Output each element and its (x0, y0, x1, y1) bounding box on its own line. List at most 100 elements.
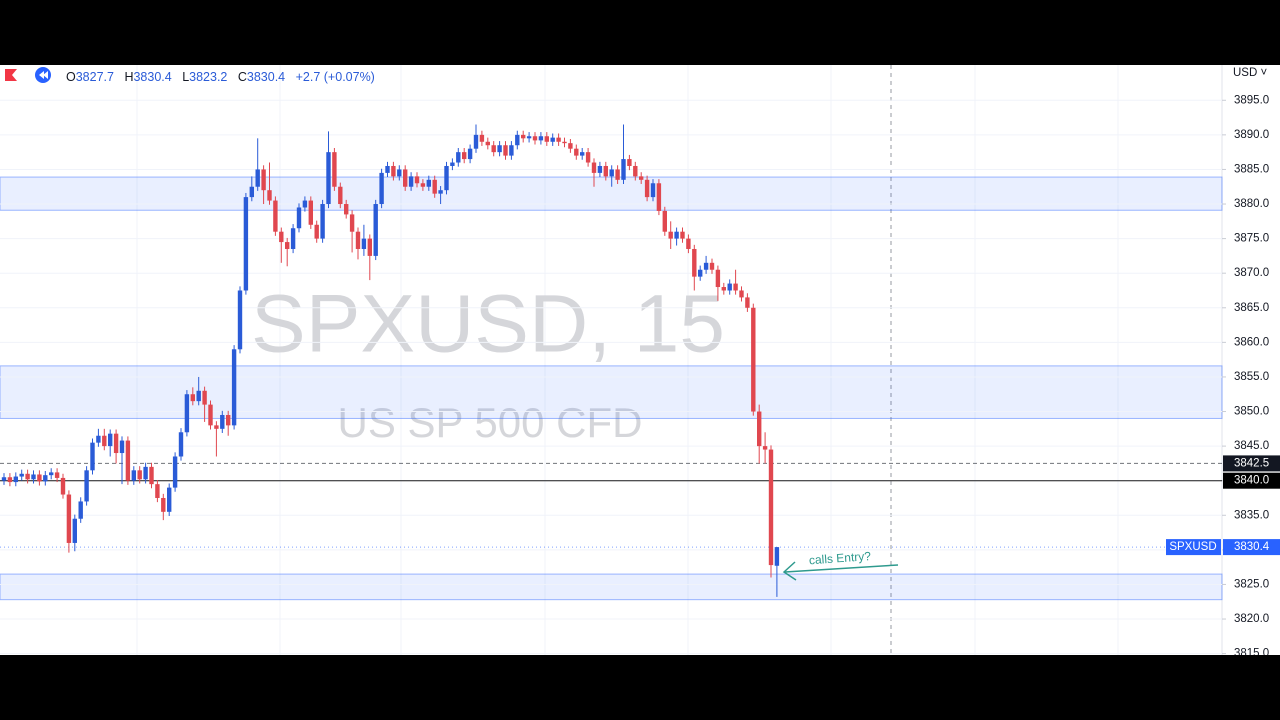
candle-body (308, 200, 313, 225)
y-tick-label: 3870.0 (1234, 267, 1269, 279)
price-tag-label: 3830.4 (1234, 541, 1270, 553)
candle-body (31, 474, 36, 480)
candle-body (373, 204, 378, 256)
candle-body (721, 287, 726, 291)
candle-body (172, 456, 178, 488)
candle-body (137, 470, 142, 480)
candle-body (680, 231, 685, 239)
candle-body (662, 210, 667, 232)
candle-body (66, 494, 72, 543)
candle-body (267, 190, 272, 201)
candle-body (161, 497, 166, 512)
candle-body (332, 152, 337, 187)
candle-body (125, 440, 131, 481)
y-tick-label: 3825.0 (1234, 578, 1269, 590)
toolbar-icons (5, 67, 51, 83)
legend-value: 3827.7 (75, 70, 114, 84)
candle-body (408, 176, 414, 187)
candle-body (615, 169, 620, 180)
candle-body (473, 134, 479, 149)
y-tick-label: 3880.0 (1234, 198, 1269, 210)
candle-body (237, 290, 243, 350)
y-tick-label: 3845.0 (1234, 440, 1269, 452)
candle-body (208, 404, 213, 426)
candle-body (609, 169, 614, 177)
letterbox-top (0, 0, 1280, 65)
symbol-tag-label: SPXUSD (1169, 541, 1216, 553)
support-resistance-zone (0, 573, 1223, 601)
candle-body (467, 148, 473, 160)
candle-body (668, 231, 673, 239)
replay-icon (39, 71, 48, 79)
y-tick-label: 3860.0 (1234, 336, 1269, 348)
candle-body (414, 176, 420, 184)
candle-body (532, 136, 538, 141)
candle-body (633, 165, 638, 177)
watermark-symbol: SPXUSD, 15 (251, 279, 725, 370)
candle-body (320, 204, 325, 239)
y-tick-label: 3850.0 (1234, 406, 1269, 418)
currency-selector[interactable]: USD ˅ (1233, 67, 1268, 79)
candle-body (650, 183, 656, 198)
candle-body (745, 297, 750, 308)
candle-body (78, 501, 83, 519)
annotation: calls Entry? (782, 549, 899, 581)
candle-body (84, 470, 89, 502)
candle-body (762, 446, 768, 450)
candle-body (184, 394, 190, 433)
candle-body (644, 179, 650, 198)
candle-body (326, 152, 331, 205)
candle-body (391, 165, 396, 177)
candle-body (273, 200, 278, 232)
candle-body (544, 136, 549, 142)
candle-body (119, 440, 125, 454)
candle-body (497, 145, 502, 153)
y-tick-label: 3820.0 (1234, 613, 1269, 625)
legend-label: H (124, 70, 134, 84)
candle-body (462, 152, 467, 160)
candle-body (733, 283, 738, 291)
candle-body (344, 204, 349, 215)
candle-body (367, 238, 372, 256)
legend-value: 3830.4 (246, 70, 286, 84)
candle-body (597, 165, 603, 173)
candle-body (426, 179, 431, 187)
candle-body (568, 143, 573, 149)
legend-change: +2.7 (+0.07%) (295, 70, 375, 84)
candle-body (190, 394, 195, 402)
candle-body (450, 162, 455, 166)
candle-body (703, 262, 709, 270)
candle-body (7, 477, 13, 483)
candle-body (243, 197, 249, 291)
symbol-tag-box (1166, 539, 1221, 556)
candle-body (456, 152, 461, 163)
candle-body (491, 145, 496, 153)
candle-body (1, 477, 7, 481)
candle-body (290, 228, 296, 249)
y-tick-label: 3835.0 (1234, 509, 1269, 521)
candle-body (220, 414, 225, 429)
y-tick-label: 3890.0 (1234, 129, 1269, 141)
candle-body (757, 411, 762, 447)
candle-body (385, 165, 390, 173)
y-tick-label: 3855.0 (1234, 371, 1269, 383)
candle-body (143, 466, 148, 480)
candle-body (72, 518, 77, 543)
legend-label: C (237, 70, 247, 84)
candle-body (355, 231, 361, 249)
candle-body (113, 433, 119, 454)
candle-body (709, 262, 715, 270)
watermark-description: US SP 500 CFD (337, 399, 642, 446)
price-tag-box (1223, 472, 1280, 489)
candle-body (715, 269, 721, 288)
candle-body (444, 165, 449, 191)
candle-body (674, 231, 679, 239)
candle-body (49, 472, 54, 476)
price-tag-box (1223, 539, 1280, 556)
candle-body (432, 179, 437, 194)
letterbox-bottom (0, 655, 1280, 720)
candle-body (627, 159, 632, 166)
flag-icon[interactable] (5, 69, 17, 81)
ohlc-legend: O3827.7 H3830.4 L3823.2 C3830.4 +2.7 (+0… (66, 70, 375, 84)
legend-label: L (182, 70, 190, 84)
